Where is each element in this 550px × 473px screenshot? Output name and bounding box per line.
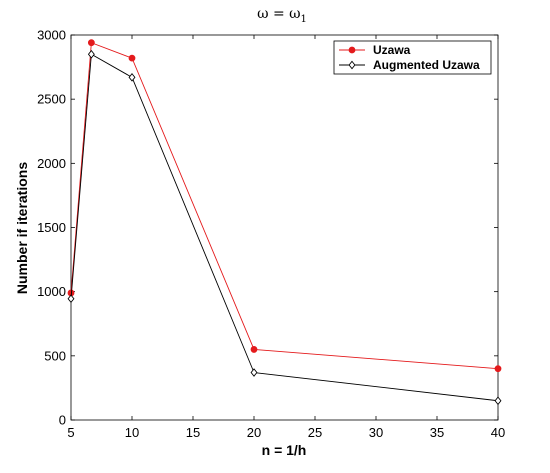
legend-marker [348, 60, 356, 70]
chart-title-main: ω = ω [257, 6, 300, 22]
data-point [87, 49, 95, 59]
x-tick-label: 20 [247, 425, 261, 440]
data-point [67, 294, 75, 304]
x-tick-label: 5 [67, 425, 74, 440]
chart-title: ω = ω1 [257, 6, 307, 25]
y-tick-label: 1500 [37, 220, 66, 235]
legend-entry: Augmented Uzawa [373, 58, 480, 72]
x-tick-label: 15 [186, 425, 200, 440]
legend-box [333, 40, 492, 75]
x-tick-label: 30 [369, 425, 383, 440]
y-axis-label: Number if iterations [14, 162, 30, 294]
x-tick-label: 25 [308, 425, 322, 440]
y-tick-label: 0 [59, 413, 66, 428]
data-point [128, 54, 136, 62]
data-point [250, 368, 258, 377]
data-point [494, 365, 502, 373]
data-point [128, 73, 136, 82]
y-tick-label: 2500 [37, 92, 66, 107]
y-tick-label: 3000 [37, 28, 66, 43]
plot-area: 5 10 15 20 25 30 35 40 0 500 1000 1500 2000 2500 3000 [37, 28, 505, 441]
x-tick-label: 40 [491, 425, 505, 440]
y-tick-label: 1000 [37, 284, 66, 299]
chart-title-subscript: 1 [301, 14, 307, 25]
y-tick-label: 500 [44, 348, 66, 363]
legend-marker [348, 46, 356, 54]
x-tick-label: 10 [125, 425, 139, 440]
data-point [494, 396, 502, 406]
series-uzawa [67, 39, 502, 373]
data-point [87, 39, 95, 47]
series-augmented-uzawa [67, 49, 502, 406]
x-tick-label: 35 [430, 425, 444, 440]
data-point [250, 346, 258, 353]
axes-box [70, 34, 499, 421]
legend-entry: Uzawa [373, 43, 411, 57]
y-tick-label: 2000 [37, 156, 66, 171]
x-axis-label: n = 1/h [262, 442, 307, 458]
